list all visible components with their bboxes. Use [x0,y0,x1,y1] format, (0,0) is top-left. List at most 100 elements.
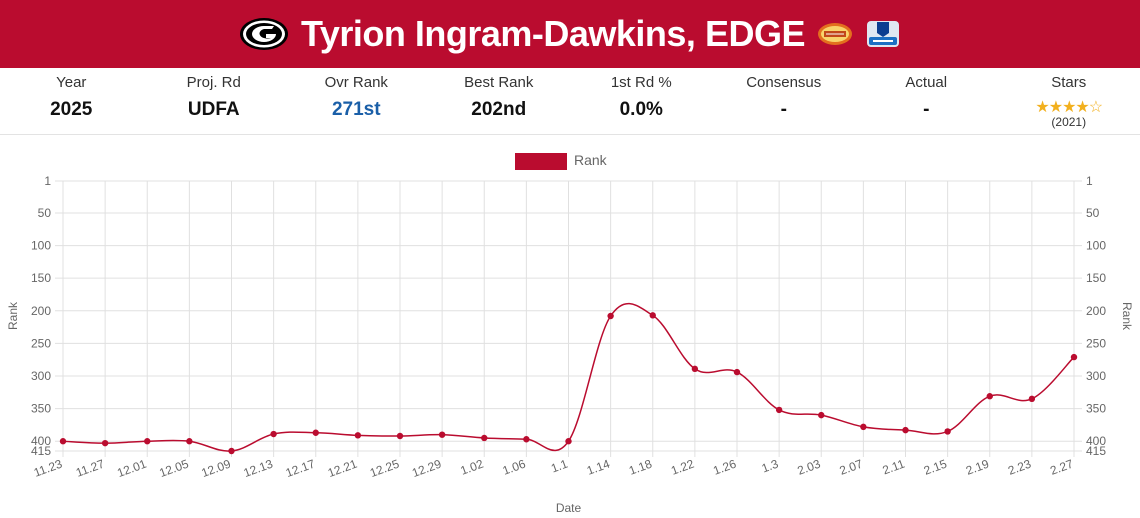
legend-swatch [515,153,567,170]
ovr-rank-link[interactable]: 271st [331,99,381,120]
stat-label: Stars [1051,74,1087,91]
y-tick-label-right: 415 [1086,444,1106,458]
stat-label: Year [56,74,87,91]
y-tick-label-left: 300 [31,369,51,383]
data-point [818,411,825,419]
y-tick-label-right: 100 [1086,239,1106,253]
stat-label: Best Rank [464,74,534,91]
stars-year: (2021) [1051,115,1087,129]
data-point [691,365,699,373]
y-tick-label-left: 400 [31,434,51,448]
y-tick-label-left: 200 [31,304,51,318]
y-axis-title-left: Rank [6,301,20,330]
data-point [438,431,446,438]
x-tick-label: 2.23 [1006,457,1033,478]
data-point [186,438,193,445]
x-tick-label: 11.27 [74,457,106,480]
x-tick-label: 2.07 [838,457,865,478]
data-point [270,430,277,438]
data-point [986,393,993,400]
stat-consensus: Consensus - [713,68,856,134]
data-point [59,438,67,445]
stats-bar: Year 2025 Proj. Rd UDFA Ovr Rank 271st B… [0,68,1140,135]
y-tick-label-right: 150 [1086,271,1106,285]
stat-value: 0.0% [619,99,663,120]
header-title-group: Tyrion Ingram-Dawkins, EDGE [239,13,901,55]
x-tick-label: 12.21 [326,457,359,481]
stat-proj-rd: Proj. Rd UDFA [143,68,286,134]
y-tick-label-left: 150 [31,271,51,285]
x-tick-label: 1.3 [760,457,781,476]
y-tick-label-right: 300 [1086,369,1106,383]
legend-label: Rank [574,152,608,168]
x-tick-label: 1.14 [585,457,612,478]
x-tick-label: 1.1 [549,457,570,476]
x-tick-label: 2.15 [922,457,949,478]
data-point [733,368,741,376]
y-tick-label-right: 1 [1086,174,1093,188]
georgia-g-logo-icon [240,18,289,50]
stat-value: 202nd [471,99,527,120]
x-tick-label: 12.09 [200,457,233,481]
data-point [396,432,404,440]
data-point [1028,395,1036,403]
x-tick-label: 1.26 [711,457,738,478]
x-tick-label: 1.18 [627,457,654,478]
x-tick-label: 1.06 [501,457,528,478]
stat-actual: Actual - [855,68,998,134]
x-tick-label: 12.13 [242,457,275,481]
data-point [312,429,319,436]
data-point [481,434,488,442]
stat-label: Proj. Rd [186,74,241,91]
star-rating: ★★★★☆ [998,97,1140,117]
y-tick-label-left: 1 [44,174,51,188]
star-empty-icon: ☆ [1088,99,1103,116]
stat-label: 1st Rd % [610,74,672,91]
x-tick-label: 12.25 [368,457,401,481]
y-tick-label-right: 250 [1086,336,1106,350]
x-tick-label: 11.23 [32,457,64,480]
star-filled-icon: ★ [1062,99,1076,116]
player-title: Tyrion Ingram-Dawkins, EDGE [301,13,805,54]
x-tick-label: 1.02 [459,457,486,478]
data-point [228,447,235,455]
stat-stars: Stars ★★★★☆ (2021) [998,68,1140,134]
data-point [860,423,867,431]
stat-label: Ovr Rank [324,74,388,91]
x-tick-label: 12.05 [157,457,190,481]
stat-ovr-rank: Ovr Rank 271st [285,68,428,134]
y-tick-label-left: 100 [31,239,51,253]
y-axis-title-right: Rank [1120,302,1134,331]
y-tick-label-left: 250 [31,336,51,350]
x-tick-label: 2.03 [796,457,823,478]
star-filled-icon: ★ [1035,99,1049,116]
x-tick-label: 2.27 [1048,457,1075,478]
stat-best-rank: Best Rank 202nd [428,68,571,134]
stat-label: Consensus [746,74,822,91]
y-tick-label-left: 415 [31,444,51,458]
data-point [565,438,572,445]
data-point [775,406,783,414]
x-tick-label: 12.29 [410,457,443,481]
header-banner: Tyrion Ingram-Dawkins, EDGE [0,0,1140,68]
y-tick-label-left: 50 [38,206,52,220]
data-point [1070,353,1078,361]
data-point [944,428,951,435]
y-tick-label-right: 400 [1086,434,1106,448]
y-tick-label-right: 350 [1086,402,1106,416]
data-point [902,426,909,434]
data-point [523,436,530,443]
nfl-combine-badge-icon [866,21,899,47]
x-tick-label: 12.17 [284,457,317,481]
y-tick-label-right: 50 [1086,206,1100,220]
y-tick-label-left: 350 [31,402,51,416]
data-point [649,312,656,319]
x-tick-label: 2.19 [964,457,991,478]
stat-value: - [923,99,930,120]
x-axis-title: Date [556,501,582,515]
star-filled-icon: ★ [1075,99,1089,116]
x-tick-label: 12.01 [115,457,148,481]
stat-year: Year 2025 [0,68,143,134]
stat-label: Actual [905,74,948,91]
stat-value: - [780,99,787,120]
